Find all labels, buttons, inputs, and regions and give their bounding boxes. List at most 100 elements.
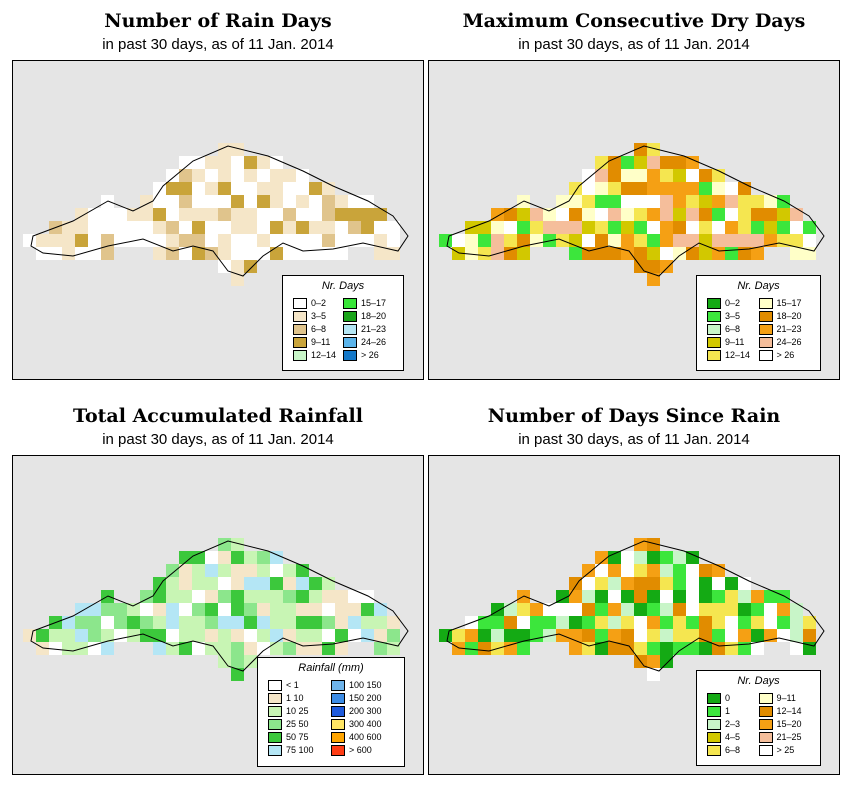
legend-label: 300 400	[349, 719, 382, 729]
legend-label: 6–8	[725, 324, 741, 334]
grid-cell	[218, 234, 231, 247]
grid-cell	[231, 182, 244, 195]
grid-cell	[699, 642, 712, 655]
grid-cell	[140, 208, 153, 221]
grid-cell	[764, 195, 777, 208]
legend-swatch	[343, 350, 357, 361]
grid-cell	[517, 208, 530, 221]
grid-cell	[101, 208, 114, 221]
grid-cell	[621, 577, 634, 590]
grid-cell	[218, 642, 231, 655]
grid-cell	[283, 247, 296, 260]
grid-cell	[686, 234, 699, 247]
grid-cell	[686, 208, 699, 221]
grid-cell	[777, 603, 790, 616]
grid-cell	[205, 629, 218, 642]
grid-cell	[348, 221, 361, 234]
grid-cell	[296, 221, 309, 234]
legend-label: 3–5	[311, 311, 327, 321]
legend-label: < 1	[286, 680, 299, 690]
grid-cell	[647, 156, 660, 169]
grid-cell	[205, 642, 218, 655]
grid-cell	[218, 629, 231, 642]
grid-cell	[192, 590, 205, 603]
grid-cell	[712, 590, 725, 603]
grid-cell	[283, 603, 296, 616]
grid-cell	[231, 616, 244, 629]
grid-cell	[166, 564, 179, 577]
grid-cell	[530, 208, 543, 221]
grid-cell	[608, 564, 621, 577]
legend-label: 200 300	[349, 706, 382, 716]
grid-cell	[634, 616, 647, 629]
grid-cell	[62, 629, 75, 642]
grid-cell	[231, 247, 244, 260]
map-max-dry-days	[428, 60, 840, 380]
grid-cell	[153, 590, 166, 603]
grid-cell	[725, 603, 738, 616]
grid-cell	[725, 629, 738, 642]
grid-cell	[517, 247, 530, 260]
grid-cell	[608, 208, 621, 221]
grid-cell	[673, 182, 686, 195]
grid-cell	[478, 247, 491, 260]
grid-cell	[374, 234, 387, 247]
grid-cell	[634, 169, 647, 182]
legend-label: 9–11	[311, 337, 331, 347]
legend-label: 15–20	[776, 719, 802, 729]
grid-cell	[257, 208, 270, 221]
grid-cell	[608, 221, 621, 234]
grid-cell	[283, 182, 296, 195]
grid-cell	[179, 616, 192, 629]
grid-cell	[218, 156, 231, 169]
grid-cell	[621, 234, 634, 247]
legend-label: 25 50	[286, 719, 309, 729]
grid-cell	[699, 603, 712, 616]
legend-swatch	[268, 745, 282, 756]
grid-cell	[257, 603, 270, 616]
grid-cell	[270, 642, 283, 655]
grid-cell	[322, 590, 335, 603]
legend-swatch	[268, 680, 282, 691]
grid-cell	[88, 616, 101, 629]
grid-cell	[114, 234, 127, 247]
legend-swatch	[331, 732, 345, 743]
grid-cell	[751, 234, 764, 247]
grid-cell	[296, 642, 309, 655]
grid-cell	[309, 577, 322, 590]
grid-cell	[387, 234, 400, 247]
grid-cell	[660, 590, 673, 603]
legend-swatch	[331, 680, 345, 691]
grid-cell	[751, 221, 764, 234]
grid-cell	[504, 616, 517, 629]
grid-cell	[699, 564, 712, 577]
panel-title: Total Accumulated Rainfall	[73, 405, 363, 427]
grid-cell	[686, 551, 699, 564]
grid-cell	[699, 234, 712, 247]
grid-cell	[153, 208, 166, 221]
grid-cell	[231, 169, 244, 182]
grid-cell	[296, 208, 309, 221]
grid-cell	[192, 156, 205, 169]
grid-cell	[88, 234, 101, 247]
grid-cell	[192, 577, 205, 590]
grid-cell	[231, 590, 244, 603]
grid-cell	[361, 616, 374, 629]
grid-cell	[686, 603, 699, 616]
grid-cell	[257, 221, 270, 234]
grid-cell	[296, 616, 309, 629]
grid-cell	[179, 182, 192, 195]
grid-cell	[192, 195, 205, 208]
grid-cell	[465, 234, 478, 247]
grid-cell	[335, 234, 348, 247]
grid-cell	[764, 603, 777, 616]
grid-cell	[257, 564, 270, 577]
grid-cell	[88, 221, 101, 234]
panel-subtitle: in past 30 days, as of 11 Jan. 2014	[518, 36, 750, 53]
grid-cell	[192, 169, 205, 182]
grid-cell	[283, 221, 296, 234]
grid-cell	[309, 590, 322, 603]
legend-swatch	[707, 350, 721, 361]
legend-label: 15–17	[361, 298, 387, 308]
grid-cell	[647, 642, 660, 655]
